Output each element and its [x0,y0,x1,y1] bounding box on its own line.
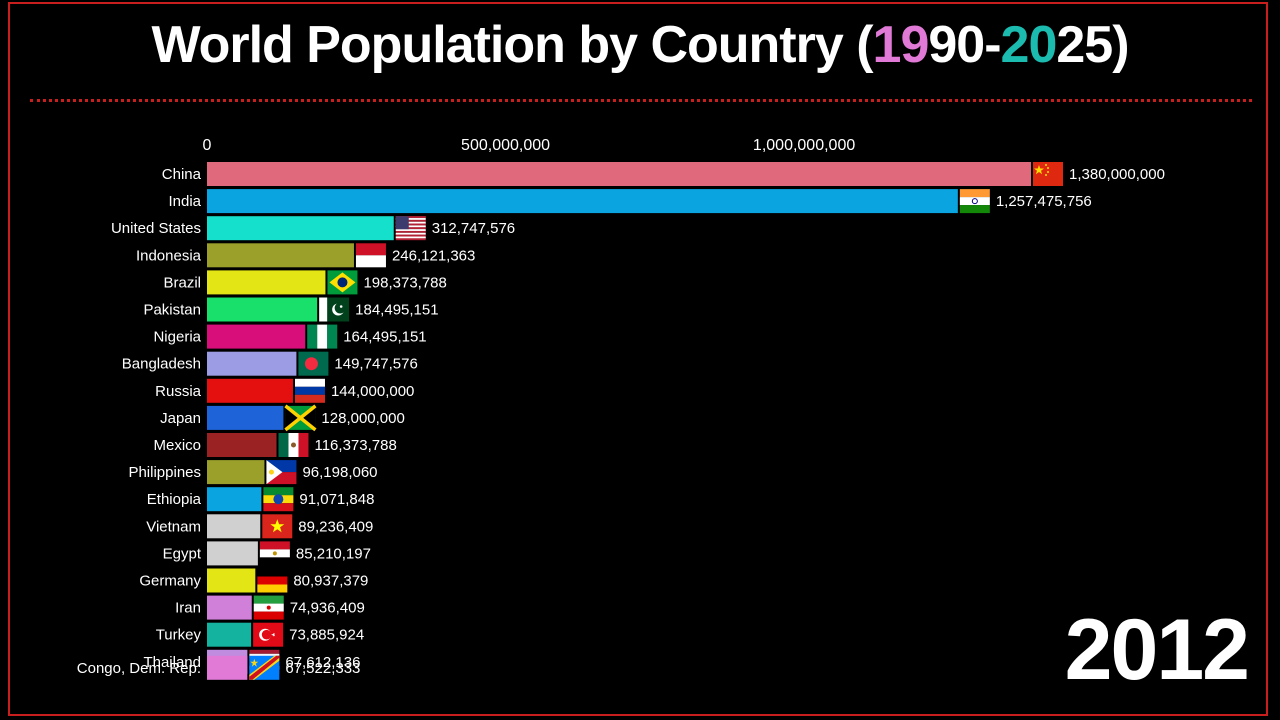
bar-brazil [207,270,326,295]
year-label: 2012 [1064,602,1250,698]
flag-icon [259,541,290,566]
country-label: Japan [160,410,201,427]
title-year-start-rest: 90 [928,16,985,74]
title-year-start-accent: 19 [872,16,930,74]
bar-iran [207,595,252,620]
flag-icon [253,622,284,647]
video-frame-border [8,2,1268,716]
bar-nigeria [207,324,306,349]
flag-icon [266,460,297,485]
country-label: Thailand [143,654,201,671]
title-dash: - [984,16,1001,74]
value-label: 91,071,848 [299,491,374,508]
x-tick-label: 0 [203,137,212,154]
value-label: 74,936,409 [290,600,365,617]
bar-indonesia [207,243,354,268]
title-divider [30,99,1252,102]
bar-germany [207,568,256,593]
country-label: United States [111,220,201,237]
country-label: Brazil [163,274,201,291]
value-label: 67,612,136 [285,654,360,671]
flag-icon [263,487,294,512]
chart-title: World Population by Country (1990-2025) [0,10,1280,80]
bar-india [207,189,958,214]
value-label: 164,495,151 [343,329,426,346]
bar-mexico [207,433,277,457]
value-label: 128,000,000 [321,410,404,427]
value-label: 85,210,197 [296,545,371,562]
value-label: 246,121,363 [392,247,475,264]
value-label: 312,747,576 [432,220,515,237]
bar-egypt [207,541,258,566]
flag-icon [249,655,280,680]
bar-russia [207,378,293,403]
value-label: 96,198,060 [302,464,377,481]
flag-icon [395,216,426,241]
country-label: Mexico [153,437,201,454]
country-label: Ethiopia [147,491,202,508]
flag-icon [959,189,990,214]
value-label: 73,885,924 [289,627,364,644]
country-label: Germany [139,573,201,590]
flag-icon [355,243,386,268]
value-label: 184,495,151 [355,302,438,319]
title-year-end-accent: 20 [1000,16,1058,74]
value-label: 198,373,788 [363,274,446,291]
country-label: Nigeria [153,329,201,346]
bar-vietnam [207,514,261,539]
bar-turkey [207,622,252,647]
value-label: 144,000,000 [331,383,414,400]
value-label: 116,373,788 [314,437,396,454]
flag-icon [307,324,338,349]
title-year-end-rest: 25 [1056,16,1113,74]
flag-icon [294,378,325,403]
flag-icon [327,270,358,295]
title-text: World Population by Country ( [151,16,873,74]
country-label: Pakistan [143,302,201,319]
flag-icon [1033,162,1063,186]
flag-icon [257,568,288,593]
bar-china [207,162,1031,186]
bar-bangladesh [207,351,297,376]
bar-japan [207,405,284,430]
flag-icon [319,297,350,322]
country-label: Bangladesh [122,356,201,373]
value-label: 1,257,475,756 [996,193,1092,210]
country-label: Congo, Dem. Rep. [77,660,201,677]
flag-icon [278,433,309,457]
title-close-paren: ) [1112,16,1129,74]
bar-congo-dem-rep- [207,655,248,680]
bar-pakistan [207,297,318,322]
value-label: 67,522,333 [285,660,360,677]
value-label: 80,937,379 [293,573,368,590]
country-label: Iran [175,600,201,617]
flag-icon [253,595,284,620]
value-label: 1,380,000,000 [1069,166,1165,183]
bar-ethiopia [207,487,262,512]
country-label: Philippines [128,464,201,481]
country-label: Vietnam [146,518,201,535]
flag-icon [262,514,293,539]
x-tick-label: 1,000,000,000 [753,137,855,154]
country-label: Turkey [156,627,202,644]
country-label: Russia [155,383,202,400]
value-label: 149,747,576 [334,356,417,373]
x-tick-label: 500,000,000 [461,137,550,154]
flag-icon [284,404,317,432]
country-label: India [168,193,201,210]
country-label: Egypt [163,545,202,562]
country-label: China [162,166,202,183]
country-label: Indonesia [136,247,202,264]
bar-united-states [207,216,394,241]
flag-icon [298,351,329,376]
value-label: 89,236,409 [298,518,373,535]
bar-philippines [207,460,265,485]
